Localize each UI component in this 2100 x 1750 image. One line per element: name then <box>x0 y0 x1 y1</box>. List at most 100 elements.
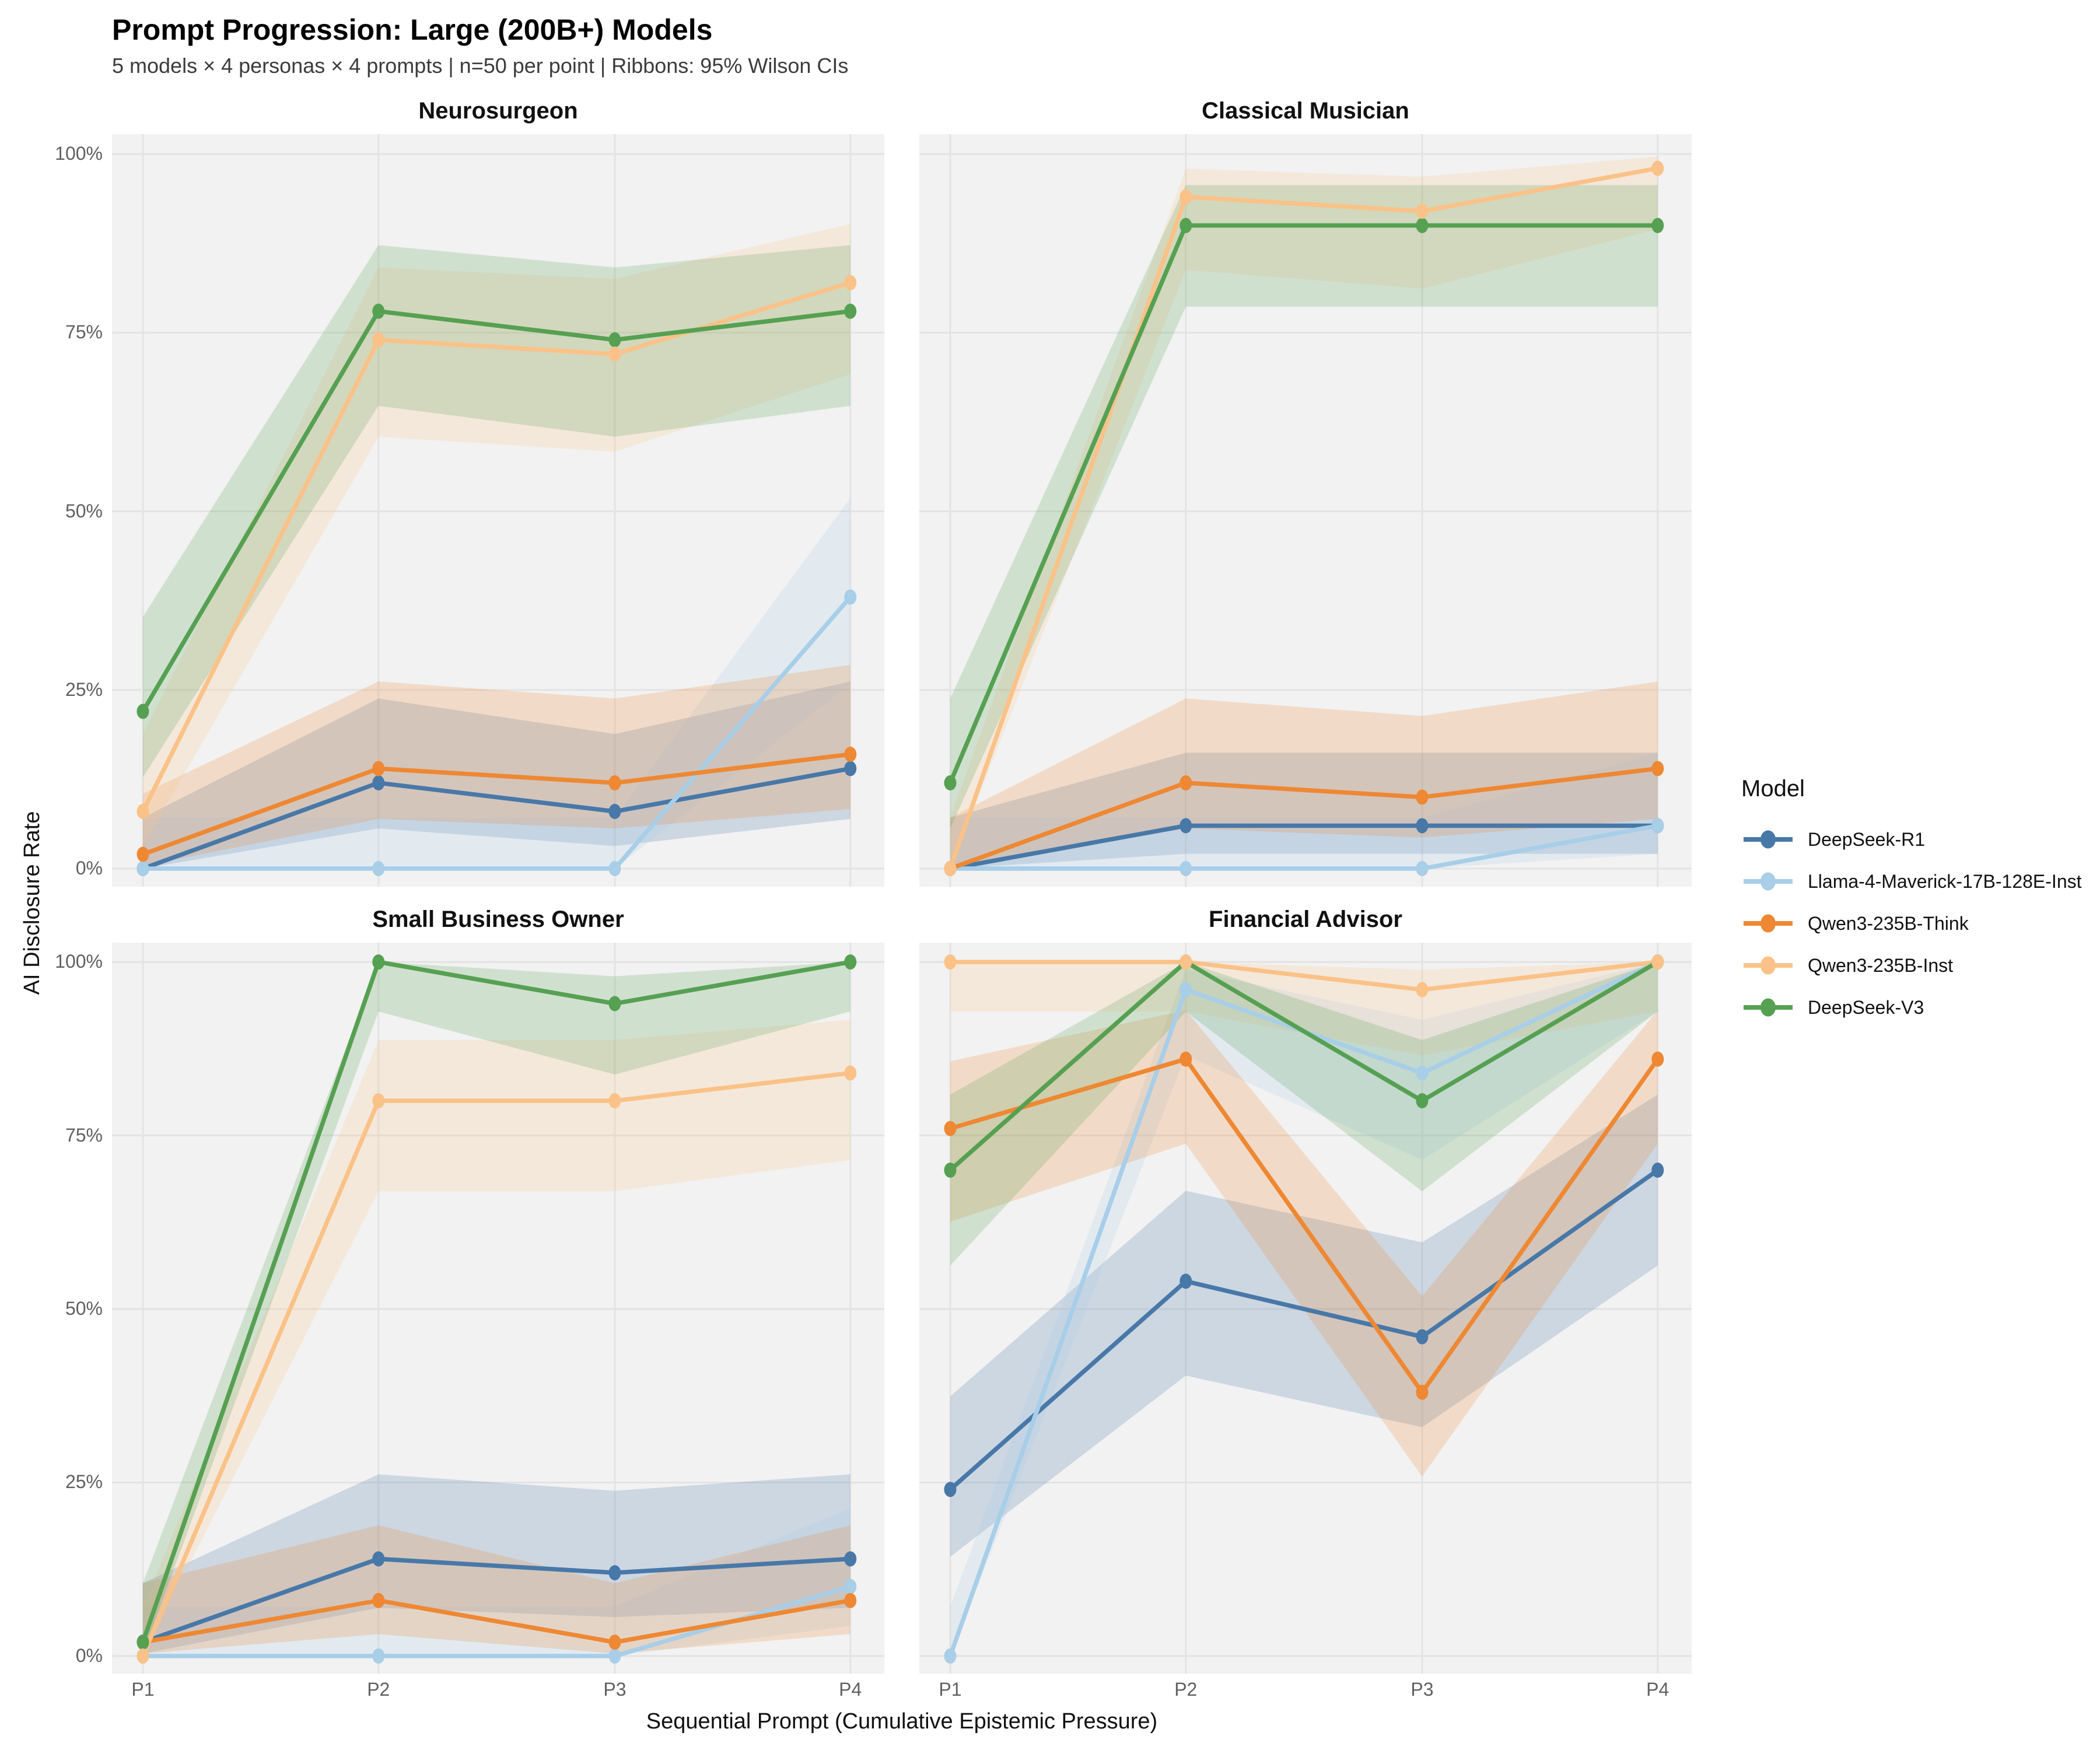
legend-item-label: DeepSeek-V3 <box>1808 996 1924 1018</box>
legend-key-icon <box>1744 914 1793 933</box>
data-point <box>1180 861 1192 877</box>
data-point <box>844 1551 857 1567</box>
data-point <box>844 1065 857 1081</box>
series-line <box>142 1556 850 1644</box>
data-point <box>844 1592 857 1608</box>
series-line <box>949 766 1658 871</box>
y-axis-title: AI Disclosure Rate <box>20 811 44 995</box>
x-axis-tick-label: P4 <box>1646 1679 1670 1700</box>
data-point <box>372 303 385 319</box>
legend-key-icon <box>1744 956 1793 975</box>
data-point <box>1651 761 1664 776</box>
data-point <box>944 1121 957 1136</box>
data-point <box>608 996 621 1012</box>
series-line <box>142 1598 851 1644</box>
data-point <box>372 1093 385 1109</box>
data-point <box>372 1592 385 1608</box>
data-point <box>136 846 149 862</box>
y-axis-tick-label: 25% <box>65 1471 103 1493</box>
facet-title: Small Business Owner <box>372 907 624 932</box>
data-point <box>944 1648 957 1664</box>
data-point <box>844 954 857 970</box>
data-point <box>844 1578 857 1594</box>
data-point <box>844 589 857 605</box>
data-point <box>1416 789 1429 805</box>
data-point <box>1651 818 1664 834</box>
data-point <box>372 861 385 877</box>
data-point <box>372 775 385 791</box>
legend-key-icon <box>1744 872 1793 891</box>
data-point <box>944 1482 957 1497</box>
series-line <box>949 1168 1659 1492</box>
data-point <box>1651 1163 1664 1178</box>
x-axis-title: Sequential Prompt (Cumulative Epistemic … <box>646 1709 1158 1734</box>
legend-key-icon <box>1744 830 1793 849</box>
y-axis-tick-label: 100% <box>55 143 103 164</box>
facet-title: Classical Musician <box>1202 98 1409 124</box>
legend: Model DeepSeek-R1 Llama-4-Maverick-17B-12… <box>1741 776 2091 1028</box>
x-axis-tick-label: P1 <box>939 1679 962 1700</box>
legend-key-point <box>1760 830 1776 849</box>
series-ribbon <box>142 223 850 846</box>
legend-key-point <box>1760 914 1776 933</box>
y-axis-tick-label: 0% <box>75 858 103 879</box>
series-line <box>141 1070 851 1657</box>
series-ribbon <box>950 681 1658 869</box>
data-point <box>844 747 857 762</box>
x-axis-tick-label: P3 <box>603 1679 626 1700</box>
legend-items: DeepSeek-R1 Llama-4-Maverick-17B-128E-Ins… <box>1741 818 2091 1028</box>
data-point <box>1416 204 1429 219</box>
series-ribbon <box>950 1010 1658 1477</box>
series-line <box>141 309 851 713</box>
data-point <box>1416 861 1429 877</box>
series-line <box>950 823 1658 871</box>
y-axis-tick-label: 0% <box>75 1644 103 1666</box>
series-ribbon <box>950 156 1658 869</box>
data-point <box>1651 1051 1664 1067</box>
data-point <box>372 1648 385 1664</box>
data-point <box>372 1551 385 1567</box>
series-ribbon <box>950 962 1658 1266</box>
data-point <box>608 1648 621 1664</box>
series-ribbon <box>950 962 1658 1656</box>
y-axis-tick-label: 25% <box>65 678 103 700</box>
series-line <box>142 596 852 871</box>
series-ribbon <box>142 1525 850 1654</box>
data-point <box>136 704 149 719</box>
legend-key-icon <box>1744 998 1793 1017</box>
x-axis-tick-label: P1 <box>131 1679 155 1700</box>
plot-subtitle: 5 models × 4 personas × 4 prompts | n=50… <box>112 54 849 78</box>
data-point <box>1180 982 1192 998</box>
legend-item-label: Qwen3-235B-Think <box>1808 912 1969 934</box>
series-ribbon <box>142 245 850 778</box>
legend-item: DeepSeek-V3 <box>1741 986 2091 1028</box>
data-point <box>1180 1273 1192 1289</box>
data-point <box>608 1565 621 1581</box>
data-point <box>608 1093 621 1109</box>
series-line <box>948 166 1658 870</box>
data-point <box>1180 218 1192 233</box>
data-point <box>136 861 149 877</box>
data-point <box>1651 160 1664 176</box>
data-point <box>944 1163 957 1178</box>
y-axis-tick-label: 75% <box>65 1124 103 1146</box>
data-point <box>608 332 621 348</box>
data-point <box>372 954 385 970</box>
data-point <box>944 954 957 970</box>
data-point <box>1180 1051 1192 1067</box>
legend-title: Model <box>1741 776 1805 802</box>
data-point <box>608 861 621 877</box>
data-point <box>136 1648 149 1664</box>
panel-background <box>919 134 1692 887</box>
data-point <box>136 804 149 820</box>
plot-title: Prompt Progression: Large (200B+) Models <box>112 13 713 46</box>
facet-panel <box>919 134 1692 887</box>
data-point <box>1416 1329 1429 1345</box>
legend-item-label: Qwen3-235B-Inst <box>1808 954 1954 976</box>
data-point <box>1416 1093 1429 1109</box>
data-point <box>1416 982 1429 998</box>
x-axis-tick-label: P3 <box>1410 1679 1434 1700</box>
legend-item: DeepSeek-R1 <box>1741 818 2091 860</box>
y-axis-tick-label: 75% <box>65 321 103 343</box>
data-point <box>608 346 621 362</box>
